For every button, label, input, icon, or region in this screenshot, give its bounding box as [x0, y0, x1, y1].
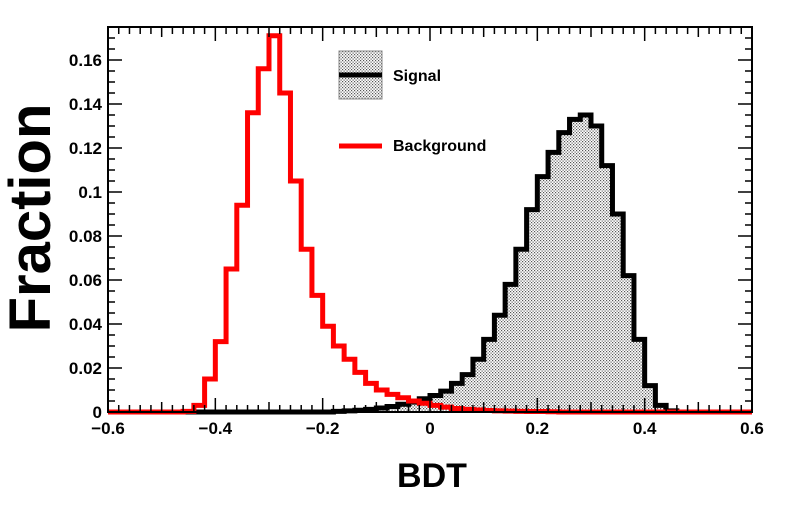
x-tick-label: 0.4 [633, 419, 657, 438]
signal-bar [472, 359, 484, 412]
axis-ticks [107, 26, 753, 413]
signal-bar [505, 284, 516, 412]
legend-background-label: Background [393, 138, 486, 155]
x-tick-label: 0.2 [526, 419, 550, 438]
signal-bar [569, 119, 581, 413]
y-tick-label: 0.16 [69, 51, 102, 70]
x-tick-label: −0.6 [91, 419, 125, 438]
signal-bar [548, 152, 559, 412]
signal-bar [623, 275, 634, 412]
y-tick-label: 0.12 [69, 139, 102, 158]
y-tick-labels: 0 0.02 0.04 0.06 0.08 0.1 0.12 0.14 0.16 [69, 51, 103, 422]
signal-bar [387, 406, 398, 412]
signal-bar [483, 339, 495, 412]
y-tick-label: 0.1 [78, 183, 102, 202]
legend: Signal Background [338, 50, 486, 155]
x-tick-labels: −0.6 −0.4 −0.2 0 0.2 0.4 0.6 [91, 419, 764, 438]
legend-signal-label: Signal [393, 68, 441, 85]
background-histogram-outline [108, 33, 752, 415]
y-tick-label: 0.06 [69, 271, 102, 290]
x-axis-title: BDT [397, 457, 467, 495]
signal-bar [494, 315, 506, 412]
signal-histogram-outline [108, 112, 752, 415]
y-axis-title: Fraction [0, 104, 63, 333]
signal-bar [601, 165, 613, 412]
y-tick-label: 0.04 [69, 315, 103, 334]
signal-bar [408, 402, 420, 412]
signal-bar [440, 391, 452, 412]
y-tick-label: 0.08 [69, 227, 102, 246]
signal-bar [633, 339, 645, 412]
x-tick-label: −0.4 [199, 419, 233, 438]
signal-bar [462, 374, 473, 412]
signal-bar [580, 115, 591, 412]
x-tick-label: −0.2 [306, 419, 340, 438]
signal-bar [515, 249, 527, 412]
signal-bar [644, 385, 656, 412]
y-tick-label: 0 [93, 403, 102, 422]
signal-bar [591, 126, 602, 412]
y-tick-label: 0.02 [69, 359, 102, 378]
signal-bar [612, 214, 624, 412]
signal-bar [537, 176, 549, 412]
signal-bar [526, 209, 538, 412]
signal-bar [655, 405, 667, 412]
series-layer [108, 33, 752, 415]
y-tick-label: 0.14 [69, 95, 103, 114]
signal-bar [558, 132, 570, 412]
signal-bar [397, 404, 409, 412]
series-signal [108, 112, 752, 415]
x-tick-label: 0 [425, 419, 434, 438]
signal-bar [451, 383, 463, 412]
x-tick-label: 0.6 [740, 419, 764, 438]
